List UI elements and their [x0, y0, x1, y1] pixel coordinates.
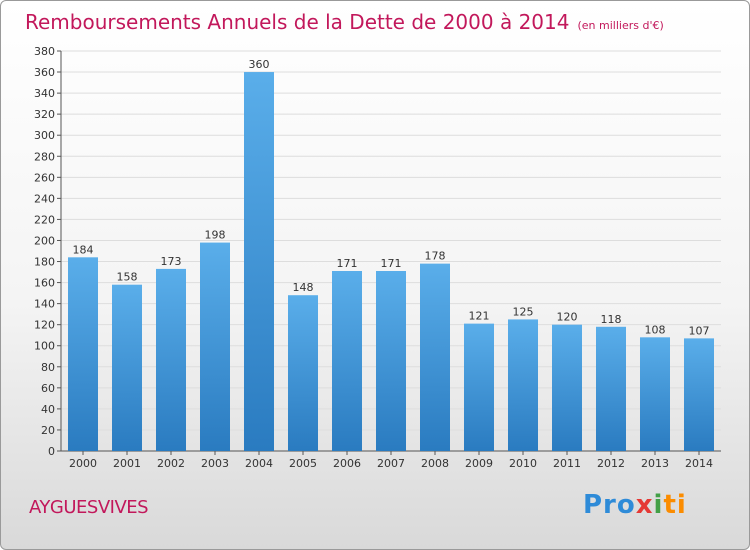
bar-2014	[684, 338, 714, 451]
bar-2000	[68, 257, 98, 451]
bar-2011	[552, 324, 582, 451]
x-tick-label: 2005	[289, 457, 317, 470]
bar-2012	[596, 326, 626, 451]
bar-2002	[156, 268, 186, 451]
value-label: 360	[249, 58, 270, 71]
bar-2013	[640, 337, 670, 451]
bar-2006	[332, 271, 362, 451]
x-tick-label: 2002	[157, 457, 185, 470]
value-label: 148	[293, 281, 314, 294]
y-tick-label: 60	[41, 382, 55, 395]
y-tick-label: 340	[34, 87, 55, 100]
y-tick-label: 360	[34, 66, 55, 79]
bar-2005	[288, 295, 318, 451]
value-label: 178	[425, 250, 446, 263]
bar-2004	[244, 72, 274, 451]
x-tick-label: 2013	[641, 457, 669, 470]
y-tick-label: 280	[34, 150, 55, 163]
x-tick-label: 2004	[245, 457, 273, 470]
proxiti-logo[interactable]: Proxiti	[583, 490, 687, 520]
bars	[68, 72, 714, 451]
x-tick-label: 2012	[597, 457, 625, 470]
commune-name: AYGUESVIVES	[29, 497, 149, 518]
value-label: 171	[337, 257, 358, 270]
value-label: 107	[689, 324, 710, 337]
x-tick-label: 2006	[333, 457, 361, 470]
y-tick-label: 140	[34, 298, 55, 311]
bar-2003	[200, 242, 230, 451]
value-label: 125	[513, 305, 534, 318]
y-tick-label: 380	[34, 45, 55, 58]
value-label: 173	[161, 255, 182, 268]
y-tick-label: 120	[34, 319, 55, 332]
chart-title: Remboursements Annuels de la Dette de 20…	[25, 10, 664, 34]
value-labels: 184 158 173 198 360 148 171 171 178 121 125 120 118 1…	[73, 58, 710, 337]
bar-2001	[112, 284, 142, 451]
y-tick-label: 100	[34, 340, 55, 353]
x-tick-label: 2010	[509, 457, 537, 470]
y-tick-label: 320	[34, 108, 55, 121]
y-tick-label: 200	[34, 234, 55, 247]
x-tick-label: 2007	[377, 457, 405, 470]
value-label: 120	[557, 311, 578, 324]
y-tick-label: 40	[41, 403, 55, 416]
y-tick-label: 260	[34, 171, 55, 184]
x-tick-label: 2001	[113, 457, 141, 470]
y-tick-label: 20	[41, 424, 55, 437]
bar-2009	[464, 323, 494, 451]
value-label: 198	[205, 229, 226, 242]
y-tick-label: 160	[34, 277, 55, 290]
value-label: 184	[73, 243, 94, 256]
x-tick-label: 2014	[685, 457, 713, 470]
value-label: 118	[601, 313, 622, 326]
y-tick-label: 300	[34, 129, 55, 142]
value-label: 121	[469, 310, 490, 323]
x-tick-label: 2009	[465, 457, 493, 470]
x-axis: 2000 2001 2002 2003 2004 2005 2006 2007 2008 2009…	[69, 451, 713, 470]
x-tick-label: 2000	[69, 457, 97, 470]
value-label: 171	[381, 257, 402, 270]
x-tick-label: 2011	[553, 457, 581, 470]
value-label: 108	[645, 323, 666, 336]
y-tick-label: 180	[34, 256, 55, 269]
bar-2008	[420, 263, 450, 451]
y-tick-label: 220	[34, 213, 55, 226]
y-tick-label: 240	[34, 192, 55, 205]
y-tick-label: 80	[41, 361, 55, 374]
bar-2007	[376, 271, 406, 451]
y-tick-label: 0	[48, 445, 55, 458]
bar-2010	[508, 319, 538, 451]
unit-label: (en milliers d'€)	[577, 19, 664, 32]
x-tick-label: 2003	[201, 457, 229, 470]
value-label: 158	[117, 271, 138, 284]
x-tick-label: 2008	[421, 457, 449, 470]
title-text: Remboursements Annuels de la Dette de 20…	[25, 10, 570, 34]
